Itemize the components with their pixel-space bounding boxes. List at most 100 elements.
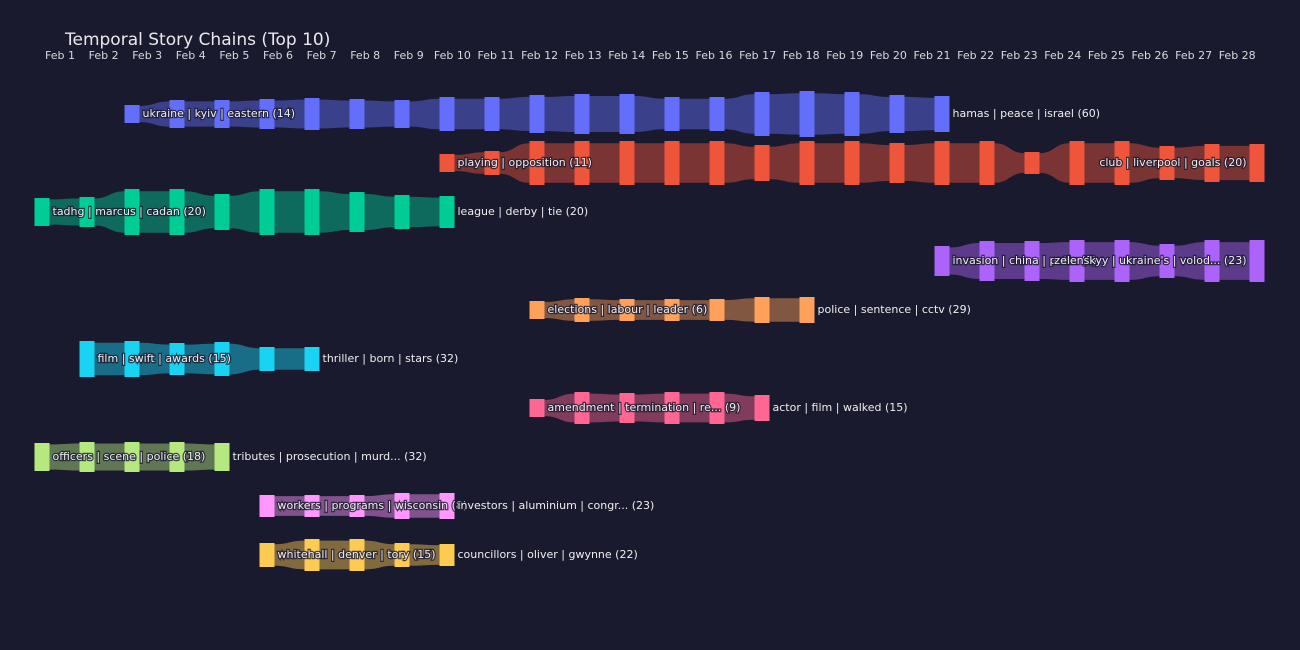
node [574, 298, 590, 322]
start-label: workers | programs | wisconsin (8) [278, 499, 468, 512]
link [1219, 145, 1250, 181]
node [259, 543, 275, 567]
node [34, 443, 50, 471]
link [364, 194, 395, 230]
start-label: whitehall | denver | tory (15) [278, 548, 436, 561]
link [1174, 145, 1205, 181]
node [214, 443, 230, 471]
node [619, 94, 635, 134]
node [619, 393, 635, 423]
link [274, 496, 305, 516]
node [979, 141, 995, 185]
x-tick-label: Feb 17 [739, 49, 776, 62]
node [574, 392, 590, 424]
link [1129, 143, 1160, 183]
node [304, 495, 320, 517]
x-tick-label: Feb 20 [870, 49, 907, 62]
link [319, 496, 350, 516]
link [724, 143, 755, 183]
start-label: ukraine | kyiv | eastern (14) [143, 107, 296, 120]
node [439, 196, 455, 228]
link [859, 94, 890, 134]
x-tick-label: Feb 1 [45, 49, 75, 62]
x-tick-label: Feb 27 [1175, 49, 1212, 62]
x-tick-label: Feb 26 [1132, 49, 1169, 62]
end-label: thriller | born | stars (32) [323, 352, 459, 365]
node [1114, 240, 1130, 282]
node [574, 94, 590, 134]
link [589, 143, 620, 183]
link [409, 98, 440, 130]
end-label: club | liverpool | goals (20) [1099, 156, 1246, 169]
node [889, 143, 905, 183]
link [634, 143, 665, 183]
start-label: film | swift | awards (15) [98, 352, 231, 365]
node [664, 392, 680, 424]
link [1219, 242, 1250, 280]
node [1024, 152, 1040, 174]
node [124, 105, 140, 123]
link [184, 343, 215, 375]
end-label: tributes | prosecution | murd... (32) [233, 450, 427, 463]
node [709, 392, 725, 424]
node [709, 97, 725, 131]
link [364, 100, 395, 128]
link [1174, 242, 1205, 280]
start-label: elections | labour | leader (6) [548, 303, 708, 316]
link [139, 443, 170, 471]
node [619, 141, 635, 185]
link [94, 443, 125, 471]
node [799, 297, 815, 323]
node [259, 347, 275, 371]
node [394, 493, 410, 519]
x-tick-label: Feb 23 [1001, 49, 1038, 62]
link [994, 143, 1025, 183]
link [724, 298, 755, 322]
x-tick-label: Feb 19 [826, 49, 863, 62]
link [679, 98, 710, 130]
link [904, 143, 935, 183]
node [754, 92, 770, 136]
node [709, 299, 725, 321]
link [1084, 242, 1115, 280]
link [274, 191, 305, 233]
node [1249, 144, 1265, 182]
node [79, 341, 95, 377]
link [769, 143, 800, 183]
x-tick-label: Feb 12 [521, 49, 558, 62]
node [754, 395, 770, 421]
labels: ukraine | kyiv | eastern (14) hamas | pea… [51, 106, 1248, 563]
node [754, 297, 770, 323]
node [529, 399, 545, 417]
end-label: investors | aluminium | congr... (23) [458, 499, 655, 512]
link [634, 300, 665, 320]
link [994, 243, 1025, 279]
node [799, 91, 815, 137]
node [529, 301, 545, 319]
node [349, 495, 365, 517]
link [634, 96, 665, 132]
node [934, 96, 950, 132]
x-tick-label: Feb 7 [307, 49, 337, 62]
node [169, 343, 185, 375]
node [79, 442, 95, 472]
link [1039, 242, 1070, 280]
node [1069, 141, 1085, 185]
node [304, 347, 320, 371]
end-label: police | sentence | cctv (29) [818, 303, 971, 316]
x-tick-label: Feb 16 [696, 49, 733, 62]
link [139, 191, 170, 233]
node [889, 95, 905, 133]
link [229, 191, 260, 233]
link [94, 191, 125, 233]
x-tick-label: Feb 8 [350, 49, 380, 62]
links [49, 93, 1250, 570]
link [229, 100, 260, 128]
link [184, 101, 215, 127]
node [934, 141, 950, 185]
start-label: invasion | china | putin (8) [953, 254, 1097, 267]
end-label: zelenskyy | ukraine's | volod... (23) [1054, 254, 1246, 267]
node [619, 299, 635, 321]
link [814, 93, 845, 135]
end-label: league | derby | tie (20) [458, 205, 589, 218]
